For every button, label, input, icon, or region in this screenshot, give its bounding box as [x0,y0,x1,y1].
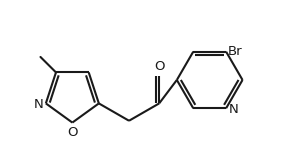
Text: O: O [67,126,78,139]
Text: N: N [34,98,44,111]
Text: N: N [229,103,239,116]
Text: Br: Br [228,45,243,58]
Text: O: O [154,60,164,73]
